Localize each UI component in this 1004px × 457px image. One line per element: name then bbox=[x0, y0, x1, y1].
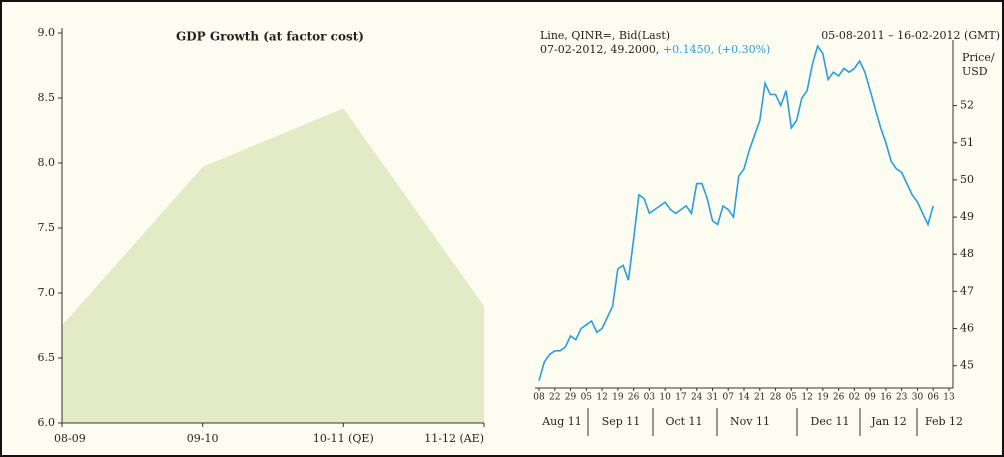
x-tick-label: 26 bbox=[833, 393, 845, 403]
x-tick-label: 09-10 bbox=[187, 432, 219, 445]
y-tick-label: 45 bbox=[960, 359, 974, 372]
x-tick-label: 12 bbox=[596, 393, 607, 403]
month-label: Feb 12 bbox=[925, 415, 963, 428]
x-tick-label: 16 bbox=[880, 393, 892, 403]
x-tick-label: 09 bbox=[864, 393, 876, 403]
x-tick-label: 29 bbox=[565, 393, 577, 403]
x-tick-label: 10-11 (QE) bbox=[313, 432, 374, 445]
x-tick-label: 21 bbox=[754, 393, 765, 403]
x-tick-label: 05 bbox=[581, 393, 593, 403]
x-tick-label: 17 bbox=[675, 393, 687, 403]
x-tick-label: 03 bbox=[644, 393, 656, 403]
y-axis-label: Price/ bbox=[962, 51, 995, 64]
y-tick-label: 49 bbox=[960, 210, 974, 223]
y-tick-label: 7.5 bbox=[38, 221, 56, 234]
month-label: Nov 11 bbox=[730, 415, 770, 428]
y-tick-label: 52 bbox=[960, 99, 974, 112]
y-tick-label: 48 bbox=[960, 247, 974, 260]
x-tick-label: 19 bbox=[817, 393, 829, 403]
y-axis-label: USD bbox=[962, 65, 988, 78]
x-tick-label: 31 bbox=[707, 393, 718, 403]
chart-title: Line, QINR=, Bid(Last) bbox=[540, 29, 670, 42]
x-tick-label: 11-12 (AE) bbox=[424, 432, 484, 445]
x-tick-label: 12 bbox=[801, 393, 812, 403]
y-tick-label: 9.0 bbox=[38, 26, 56, 39]
x-tick-label: 14 bbox=[738, 393, 750, 403]
annotation: 07-02-2012, 49.2000, bbox=[540, 43, 659, 56]
x-tick-label: 08-09 bbox=[54, 432, 86, 445]
y-tick-label: 7.0 bbox=[38, 286, 56, 299]
x-tick-label: 19 bbox=[612, 393, 624, 403]
y-tick-label: 8.0 bbox=[38, 156, 56, 169]
month-label: Sep 11 bbox=[602, 415, 641, 428]
y-tick-label: 6.5 bbox=[38, 351, 56, 364]
x-tick-label: 22 bbox=[549, 393, 560, 403]
y-tick-label: 51 bbox=[960, 136, 974, 149]
y-tick-label: 47 bbox=[960, 284, 974, 297]
month-label: Jan 12 bbox=[870, 415, 907, 428]
chart-subtitle: 05-08-2011 – 16-02-2012 (GMT) bbox=[821, 29, 1000, 42]
x-tick-label: 07 bbox=[723, 393, 735, 403]
annotation: 07-02-2012, 49.2000, +0.1450, (+0.30%) bbox=[540, 43, 770, 56]
x-tick-label: 05 bbox=[786, 393, 798, 403]
area bbox=[62, 108, 484, 424]
month-label: Aug 11 bbox=[541, 415, 582, 428]
annotation-change: +0.1450, (+0.30%) bbox=[663, 43, 770, 56]
y-tick-label: 50 bbox=[960, 173, 974, 186]
x-tick-label: 30 bbox=[912, 393, 924, 403]
x-tick-label: 24 bbox=[691, 393, 703, 403]
x-tick-label: 26 bbox=[628, 393, 640, 403]
y-tick-label: 8.5 bbox=[38, 91, 56, 104]
y-tick-label: 46 bbox=[960, 322, 974, 335]
x-tick-label: 10 bbox=[659, 393, 671, 403]
x-tick-label: 23 bbox=[896, 393, 908, 403]
x-tick-label: 13 bbox=[943, 393, 955, 403]
x-tick-label: 28 bbox=[770, 393, 782, 403]
y-tick-label: 6.0 bbox=[38, 416, 56, 429]
x-tick-label: 06 bbox=[928, 393, 940, 403]
chart-title: GDP Growth (at factor cost) bbox=[176, 30, 364, 44]
x-tick-label: 02 bbox=[849, 393, 860, 403]
month-row: Aug 11 Sep 11 Oct 11 Nov 11 Dec 11 Jan 1… bbox=[541, 408, 963, 436]
line bbox=[538, 44, 934, 381]
x-tick-label: 08 bbox=[533, 393, 545, 403]
month-label: Dec 11 bbox=[811, 415, 850, 428]
month-label: Oct 11 bbox=[665, 415, 702, 428]
